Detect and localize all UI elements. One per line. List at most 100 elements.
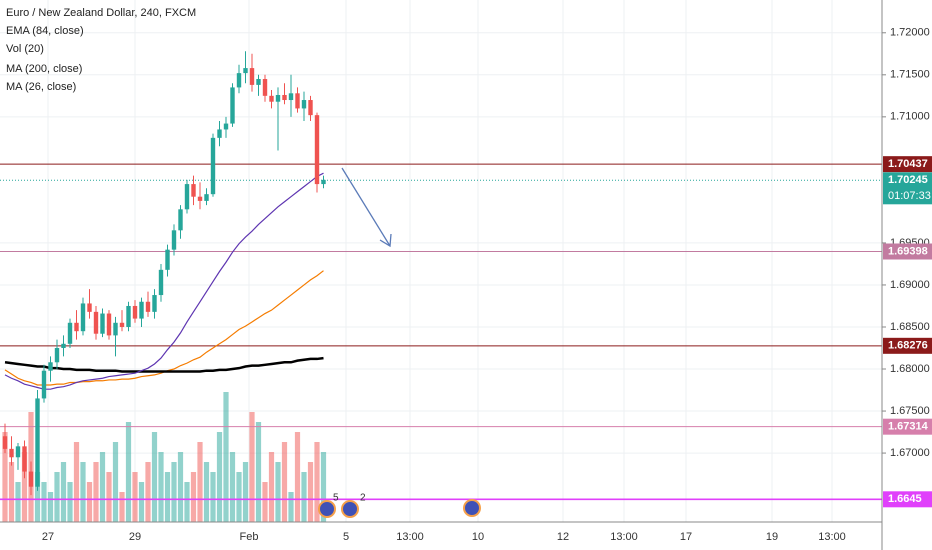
candle-body xyxy=(67,322,73,344)
y-tick-label: 1.71500 xyxy=(890,69,930,81)
candle-body xyxy=(204,194,209,201)
level-label: 1.68276 xyxy=(888,340,928,352)
candle-body xyxy=(113,322,118,336)
candle-body xyxy=(126,305,131,327)
y-tick-label: 1.71000 xyxy=(890,111,930,123)
candle-body xyxy=(217,129,222,138)
candle-body xyxy=(41,370,47,399)
candle-body xyxy=(314,115,320,185)
volume-bar xyxy=(47,492,54,522)
volume-bar xyxy=(67,482,73,522)
candle-body xyxy=(74,322,79,332)
candle-body xyxy=(139,301,144,319)
volume-bar xyxy=(158,452,164,522)
level-label-box xyxy=(883,156,932,173)
countdown-label: 01:07:33 xyxy=(888,190,931,202)
event-count: 2 xyxy=(360,493,366,504)
candle-body xyxy=(230,87,235,124)
candle-layer xyxy=(2,51,326,496)
legend-entry: Vol (20) xyxy=(6,43,44,55)
x-tick-label: Feb xyxy=(240,531,259,543)
candle-body xyxy=(22,446,27,472)
candle-body xyxy=(262,79,268,96)
volume-bar xyxy=(197,442,203,522)
volume-bar xyxy=(171,462,177,522)
x-tick-label: 19 xyxy=(766,531,778,543)
x-tick-label: 13:00 xyxy=(610,531,638,543)
level-label: 1.70437 xyxy=(888,158,928,170)
candle-body xyxy=(87,303,92,312)
level-label-box xyxy=(883,337,932,354)
candle-body xyxy=(15,446,21,458)
candle-body xyxy=(171,230,177,250)
x-tick-label: 10 xyxy=(472,531,484,543)
candle-body xyxy=(275,94,281,102)
candle-body xyxy=(2,436,8,449)
x-tick-label: 13:00 xyxy=(818,531,846,543)
volume-bar xyxy=(2,432,8,522)
y-tick-label: 1.72000 xyxy=(890,27,930,39)
chart-title: Euro / New Zealand Dollar, 240, FXCM xyxy=(6,7,196,19)
legend-entry: EMA (84, close) xyxy=(6,25,84,37)
y-tick-label: 1.67000 xyxy=(890,447,930,459)
indicator-layer xyxy=(4,172,324,390)
volume-bar xyxy=(301,472,307,522)
candle-body xyxy=(295,93,300,109)
volume-bar xyxy=(60,462,67,522)
event-icon[interactable] xyxy=(463,499,481,517)
y-tick-label: 1.69000 xyxy=(890,279,930,291)
candle-body xyxy=(288,93,294,101)
arrow-head xyxy=(379,233,392,248)
x-tick-label: 27 xyxy=(42,531,54,543)
candle-body xyxy=(321,179,326,185)
current-price-label: 1.70245 xyxy=(888,174,928,186)
candle-body xyxy=(165,249,170,270)
event-icon[interactable] xyxy=(341,500,359,518)
level-label-box xyxy=(883,491,932,508)
candle-body xyxy=(35,398,40,487)
candle-body xyxy=(191,184,196,197)
volume-bar xyxy=(236,472,242,522)
price-axis: 1.670001.675001.680001.685001.690001.695… xyxy=(882,27,932,508)
volume-bar xyxy=(275,462,281,522)
volume-bar xyxy=(249,412,255,522)
volume-bar xyxy=(80,462,86,522)
volume-bar xyxy=(93,462,99,522)
volume-bar xyxy=(177,452,184,522)
candle-body xyxy=(236,73,242,88)
legend-entry: MA (200, close) xyxy=(6,63,82,75)
level-label: 1.67314 xyxy=(888,421,929,433)
arrow-line xyxy=(341,167,391,247)
level-label-box xyxy=(883,243,932,260)
volume-bar xyxy=(288,492,294,522)
candle-body xyxy=(54,348,60,363)
volume-bar xyxy=(15,482,21,522)
volume-bar xyxy=(138,482,145,522)
candle-body xyxy=(61,343,66,348)
volume-bar xyxy=(8,462,15,522)
volume-bar xyxy=(125,422,132,522)
level-label-box xyxy=(883,418,932,435)
x-tick-label: 12 xyxy=(557,531,569,543)
candle-body xyxy=(100,313,105,334)
candle-body xyxy=(9,448,14,458)
candle-body xyxy=(197,196,203,201)
volume-bar xyxy=(320,452,327,522)
legend: Euro / New Zealand Dollar, 240, FXCM EMA… xyxy=(6,7,196,93)
x-tick-label: 13:00 xyxy=(396,531,424,543)
volume-bar xyxy=(41,482,47,522)
volume-bar xyxy=(21,452,28,522)
current-price-box xyxy=(883,172,932,205)
candle-body xyxy=(223,123,229,130)
level-label: 1.69398 xyxy=(888,245,928,257)
volume-bar xyxy=(184,482,190,522)
volume-bar xyxy=(119,492,125,522)
event-icon[interactable] xyxy=(318,500,336,518)
y-tick-label: 1.68500 xyxy=(890,321,930,333)
volume-bar xyxy=(34,472,41,522)
candle-body xyxy=(210,137,216,195)
volume-bar xyxy=(281,442,288,522)
volume-bar xyxy=(242,462,249,522)
candle-body xyxy=(184,184,190,210)
volume-bar xyxy=(86,482,93,522)
